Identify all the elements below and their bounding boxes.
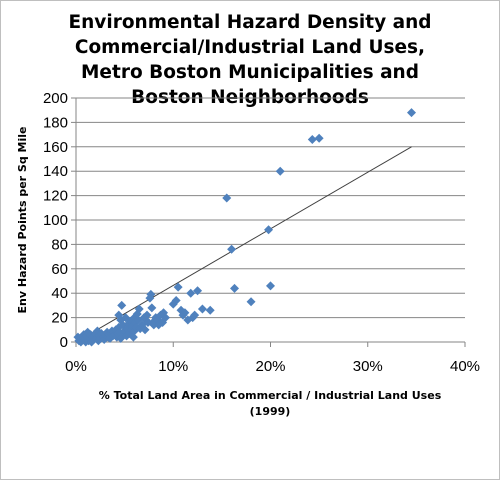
data-point: [146, 289, 156, 299]
y-tick-label: 60: [51, 261, 68, 278]
x-tick-label: 30%: [353, 358, 383, 375]
chart-title-line: Metro Boston Municipalities and: [81, 62, 419, 83]
data-point: [275, 166, 285, 176]
chart-title-line: Environmental Hazard Density and: [68, 12, 432, 33]
y-axis-label: Env Hazard Points per Sq Mile: [16, 127, 29, 314]
data-point: [314, 133, 324, 143]
data-point: [307, 134, 317, 144]
x-tick-label: 0%: [65, 358, 87, 375]
data-point: [147, 303, 157, 313]
trendline: [75, 146, 412, 343]
data-point: [160, 313, 170, 323]
data-point: [122, 331, 132, 341]
y-tick-label: 140: [43, 163, 68, 180]
x-axis-label: % Total Land Area in Commercial / Indust…: [60, 388, 480, 420]
data-point: [227, 244, 237, 254]
x-axis-label-line: % Total Land Area in Commercial / Indust…: [98, 389, 442, 402]
y-tick-label: 160: [43, 139, 68, 156]
data-point: [193, 286, 203, 296]
data-point: [190, 310, 200, 320]
x-tick-label: 10%: [158, 358, 188, 375]
data-point: [186, 288, 196, 298]
y-tick-label: 20: [51, 310, 68, 327]
x-tick-label: 20%: [255, 358, 285, 375]
data-point: [230, 283, 240, 293]
data-point: [205, 305, 215, 315]
chart-title-line: Commercial/Industrial Land Uses,: [74, 37, 426, 58]
chart-title: Environmental Hazard Density and Commerc…: [30, 10, 470, 110]
data-point: [134, 304, 144, 314]
y-tick-label: 40: [51, 285, 68, 302]
data-point: [128, 332, 138, 342]
data-point: [142, 310, 152, 320]
data-point: [197, 304, 207, 314]
x-axis-label-line: (1999): [249, 405, 291, 418]
x-tick-label: 40%: [450, 358, 480, 375]
data-point: [264, 225, 274, 235]
data-point: [180, 308, 190, 318]
data-point: [246, 297, 256, 307]
data-point: [171, 296, 181, 306]
y-tick-label: 200: [43, 90, 68, 107]
data-point: [407, 108, 417, 118]
y-tick-label: 80: [51, 236, 68, 253]
y-tick-label: 180: [43, 114, 68, 131]
data-point: [173, 282, 183, 292]
y-tick-label: 120: [43, 188, 68, 205]
y-tick-label: 0: [60, 334, 68, 351]
data-point: [266, 281, 275, 291]
data-point: [140, 325, 150, 335]
y-tick-label: 100: [43, 212, 68, 229]
data-point: [117, 300, 127, 310]
data-point: [222, 193, 232, 203]
